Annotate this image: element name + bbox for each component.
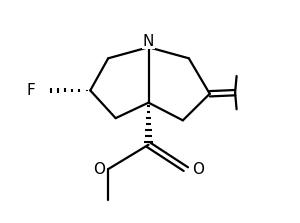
Text: F: F: [26, 83, 35, 98]
Text: O: O: [93, 162, 105, 177]
Text: N: N: [143, 33, 154, 49]
Text: O: O: [192, 162, 204, 177]
